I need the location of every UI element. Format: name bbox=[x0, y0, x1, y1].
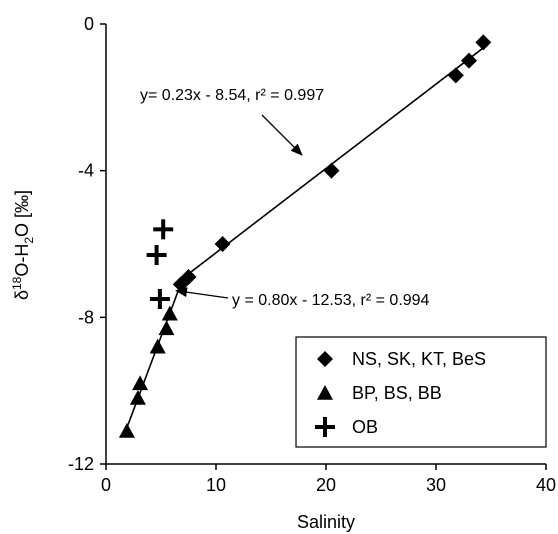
legend-label: OB bbox=[352, 417, 378, 437]
diamond-marker bbox=[475, 34, 492, 51]
arrow-river bbox=[175, 287, 229, 299]
triangle-marker bbox=[118, 423, 135, 438]
triangle-marker bbox=[132, 375, 149, 391]
plus-marker bbox=[154, 245, 159, 265]
legend-box bbox=[295, 336, 547, 448]
ticks: 0 10 20 30 40 0 -4 -8 -12 bbox=[68, 14, 556, 495]
triangle-marker bbox=[129, 390, 146, 405]
legend-entry: NS, SK, KT, BeS bbox=[317, 349, 486, 369]
y-axis-label-part: 2 bbox=[22, 237, 36, 244]
x-tick-label: 20 bbox=[316, 475, 336, 495]
y-tick-label: -8 bbox=[78, 307, 94, 327]
legend-entry: OB bbox=[315, 417, 378, 437]
y-axis-label-part: δ bbox=[12, 290, 32, 300]
x-tick-label: 10 bbox=[206, 475, 226, 495]
x-tick-label: 0 bbox=[101, 475, 111, 495]
triangle-marker bbox=[317, 385, 333, 400]
y-axis-label-part: O-H bbox=[12, 244, 32, 277]
y-tick-label: -4 bbox=[78, 161, 94, 181]
y-tick-label: -12 bbox=[68, 454, 94, 474]
plus-marker bbox=[323, 417, 327, 437]
legend-entry: BP, BS, BB bbox=[317, 383, 442, 403]
plus-marker bbox=[157, 289, 162, 309]
diamond-marker bbox=[461, 52, 477, 69]
y-axis-label-part: 18 bbox=[10, 276, 24, 290]
annotations: y= 0.23x - 8.54, r² = 0.997 y = 0.80x - 1… bbox=[140, 87, 430, 309]
diamond-marker bbox=[323, 162, 340, 179]
diamond-marker bbox=[317, 351, 333, 367]
y-axis-label: δ18O-H2O [‰] bbox=[10, 190, 36, 300]
y-axis-label-part: O [‰] bbox=[12, 190, 32, 237]
triangle-marker bbox=[158, 320, 175, 336]
legend: NS, SK, KT, BeS BP, BS, BB OB bbox=[295, 336, 547, 448]
legend-label: BP, BS, BB bbox=[352, 383, 442, 403]
legend-label: NS, SK, KT, BeS bbox=[352, 349, 486, 369]
diamond-marker bbox=[214, 236, 231, 252]
triangle-marker bbox=[161, 305, 178, 321]
data-points bbox=[118, 34, 492, 438]
triangle-marker bbox=[149, 338, 166, 354]
plus-marker bbox=[161, 219, 166, 240]
y-tick-label: 0 bbox=[84, 14, 94, 34]
x-tick-label: 40 bbox=[536, 475, 556, 495]
diamond-marker bbox=[447, 67, 464, 84]
fit-line-river bbox=[123, 277, 184, 434]
x-axis-label: Salinity bbox=[297, 512, 355, 532]
x-tick-label: 30 bbox=[426, 475, 446, 495]
arrow-marine bbox=[261, 114, 303, 156]
fit-equation-marine: y= 0.23x - 8.54, r² = 0.997 bbox=[140, 87, 324, 104]
fit-equation-river: y = 0.80x - 12.53, r² = 0.994 bbox=[232, 292, 430, 309]
